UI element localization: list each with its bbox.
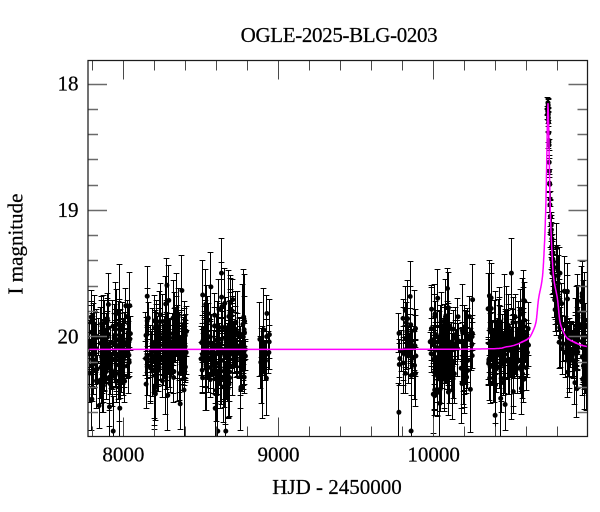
svg-text:10000: 10000 — [407, 443, 460, 467]
svg-text:OGLE-2025-BLG-0203: OGLE-2025-BLG-0203 — [241, 23, 438, 47]
svg-text:HJD - 2450000: HJD - 2450000 — [272, 475, 402, 499]
svg-text:20: 20 — [58, 324, 79, 348]
svg-text:18: 18 — [58, 72, 79, 96]
svg-text:8000: 8000 — [102, 443, 144, 467]
svg-text:19: 19 — [58, 198, 79, 222]
svg-text:I magnitude: I magnitude — [4, 194, 28, 295]
svg-text:9000: 9000 — [258, 443, 300, 467]
